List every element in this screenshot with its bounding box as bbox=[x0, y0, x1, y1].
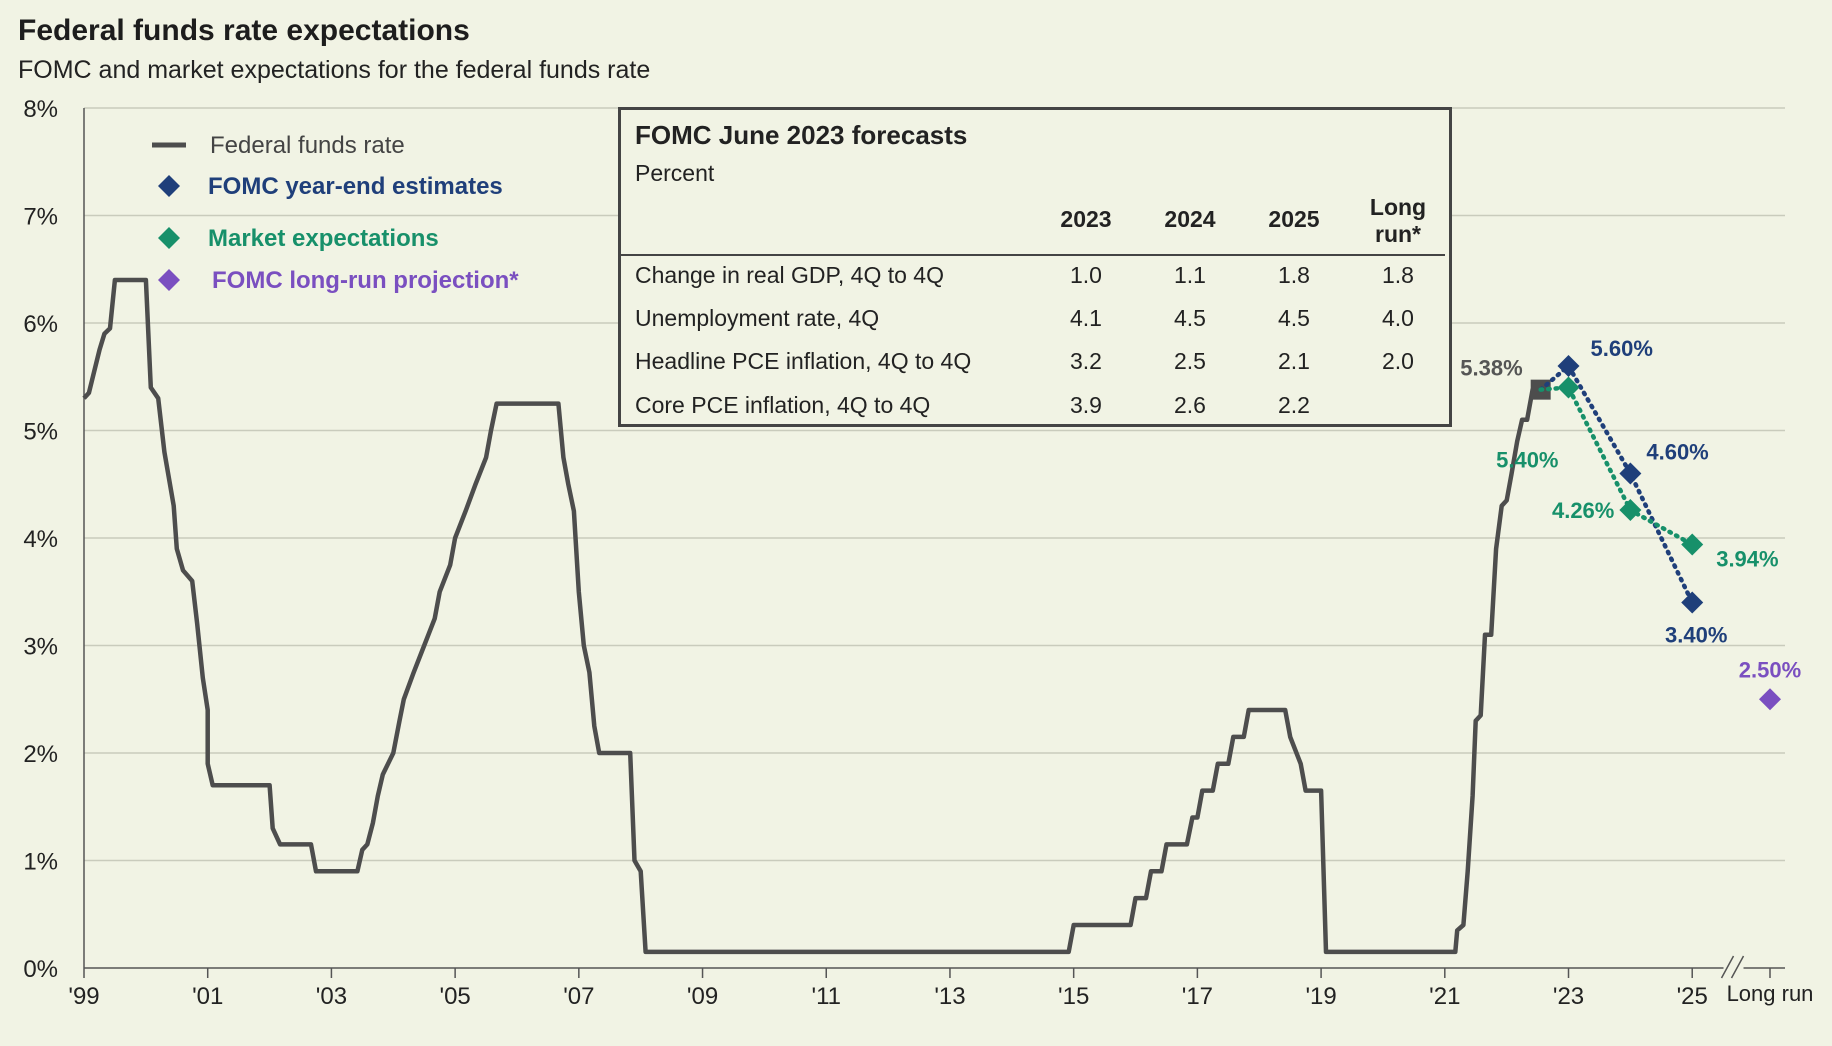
fomc-estimate-point bbox=[1619, 462, 1642, 485]
forecast-value: 2.1 bbox=[1278, 348, 1310, 374]
market-expectation-point bbox=[1681, 533, 1704, 556]
y-tick-label: 1% bbox=[23, 849, 58, 876]
forecast-col-2024: 2024 bbox=[1164, 206, 1216, 232]
forecast-col-long-run-line2: run* bbox=[1375, 221, 1421, 247]
forecast-value: 2.0 bbox=[1382, 348, 1414, 374]
legend-label: FOMC long-run projection* bbox=[212, 267, 519, 294]
x-tick-label: '03 bbox=[316, 983, 347, 1010]
current-rate-label: 5.38% bbox=[1460, 356, 1522, 381]
legend-swatch-diamond bbox=[158, 269, 180, 291]
forecast-col-2025: 2025 bbox=[1268, 206, 1320, 232]
y-tick-label: 0% bbox=[23, 956, 58, 983]
forecast-col-2023: 2023 bbox=[1060, 206, 1112, 232]
legend-swatch-diamond bbox=[158, 227, 180, 249]
y-tick-label: 8% bbox=[23, 96, 58, 123]
forecast-value: 1.8 bbox=[1382, 262, 1414, 288]
forecast-value: 3.9 bbox=[1070, 392, 1102, 418]
forecast-table-title: FOMC June 2023 forecasts bbox=[635, 120, 968, 150]
legend-label: Federal funds rate bbox=[210, 132, 405, 159]
axis-break-gap bbox=[1723, 964, 1744, 972]
market-expectation-label: 4.26% bbox=[1552, 498, 1614, 523]
x-tick-label: '11 bbox=[812, 983, 842, 1010]
forecast-value: 4.0 bbox=[1382, 305, 1414, 331]
forecast-value: 4.5 bbox=[1278, 305, 1310, 331]
x-tick-label: '13 bbox=[934, 983, 965, 1010]
forecast-value: 2.5 bbox=[1174, 348, 1206, 374]
fomc-estimate-point bbox=[1681, 591, 1704, 614]
market-expectation-point bbox=[1557, 376, 1580, 399]
forecast-row-label: Headline PCE inflation, 4Q to 4Q bbox=[635, 348, 972, 374]
fomc-estimate-label: 5.60% bbox=[1591, 336, 1653, 361]
x-tick-label: '25 bbox=[1677, 983, 1708, 1010]
x-tick-label: '21 bbox=[1429, 983, 1460, 1010]
forecast-value: 2.2 bbox=[1278, 392, 1310, 418]
forecast-row-core-pce: Core PCE inflation, 4Q to 4Q 3.9 2.6 2.2 bbox=[635, 392, 1435, 422]
market-expectation-point bbox=[1619, 499, 1642, 522]
legend-swatch-diamond bbox=[158, 175, 180, 197]
forecast-value: 2.6 bbox=[1174, 392, 1206, 418]
fomc-estimate-point bbox=[1557, 355, 1580, 377]
series-line-market-expectations bbox=[1538, 385, 1695, 547]
forecast-col-long-run-line1: Long bbox=[1369, 194, 1427, 220]
forecast-table-rule bbox=[621, 254, 1445, 256]
x-tick-label: '99 bbox=[68, 983, 99, 1010]
x-tick-label-long-run: Long run bbox=[1727, 981, 1814, 1006]
forecast-value: 1.8 bbox=[1278, 262, 1310, 288]
page-title: Federal funds rate expectations bbox=[18, 14, 470, 47]
series-line-fomc-estimates bbox=[1538, 362, 1695, 605]
forecast-row-label: Unemployment rate, 4Q bbox=[635, 305, 880, 331]
forecast-row-headline-pce: Headline PCE inflation, 4Q to 4Q 3.2 2.5… bbox=[635, 348, 1435, 378]
series-line-federal-funds-rate bbox=[82, 277, 1541, 955]
forecast-value: 3.2 bbox=[1070, 348, 1102, 374]
y-tick-label: 5% bbox=[23, 419, 58, 446]
axis-break-mark bbox=[1730, 955, 1745, 979]
y-tick-label: 3% bbox=[23, 634, 58, 661]
forecast-row-label: Change in real GDP, 4Q to 4Q bbox=[635, 262, 944, 288]
legend-label: FOMC year-end estimates bbox=[208, 173, 503, 200]
legend-label: Market expectations bbox=[208, 225, 439, 252]
forecast-row-gdp: Change in real GDP, 4Q to 4Q 1.0 1.1 1.8… bbox=[635, 262, 1435, 292]
x-tick-label: '17 bbox=[1182, 983, 1213, 1010]
fomc-estimate-label: 4.60% bbox=[1646, 440, 1708, 465]
page-subtitle: FOMC and market expectations for the fed… bbox=[18, 56, 651, 84]
x-tick-label: '15 bbox=[1058, 983, 1089, 1010]
x-tick-label: '09 bbox=[687, 983, 718, 1010]
x-tick-label: '23 bbox=[1553, 983, 1584, 1010]
forecast-value: 1.0 bbox=[1070, 262, 1102, 288]
forecast-col-long-run: Long run* bbox=[1353, 194, 1443, 248]
market-expectation-label: 3.94% bbox=[1716, 546, 1778, 571]
long-run-projection-label: 2.50% bbox=[1739, 657, 1801, 682]
x-tick-label: '01 bbox=[192, 983, 223, 1010]
y-tick-label: 2% bbox=[23, 741, 58, 768]
forecast-table-unit: Percent bbox=[635, 160, 715, 186]
axis-break-mark bbox=[1720, 955, 1735, 979]
y-tick-label: 7% bbox=[23, 204, 58, 231]
x-tick-label: '19 bbox=[1305, 983, 1336, 1010]
x-tick-label: '05 bbox=[439, 983, 470, 1010]
forecast-row-unemployment: Unemployment rate, 4Q 4.1 4.5 4.5 4.0 bbox=[635, 305, 1435, 335]
y-tick-label: 6% bbox=[23, 311, 58, 338]
forecast-value: 4.5 bbox=[1174, 305, 1206, 331]
forecast-row-label: Core PCE inflation, 4Q to 4Q bbox=[635, 392, 931, 418]
market-expectation-label: 5.40% bbox=[1496, 448, 1558, 473]
forecast-value: 1.1 bbox=[1174, 262, 1206, 288]
x-tick-label: '07 bbox=[563, 983, 594, 1010]
forecast-value: 4.1 bbox=[1070, 305, 1102, 331]
y-tick-label: 4% bbox=[23, 526, 58, 553]
forecast-table: FOMC June 2023 forecasts Percent 2023 20… bbox=[618, 107, 1452, 427]
fomc-estimate-label: 3.40% bbox=[1665, 623, 1727, 648]
long-run-projection-point bbox=[1759, 688, 1781, 711]
